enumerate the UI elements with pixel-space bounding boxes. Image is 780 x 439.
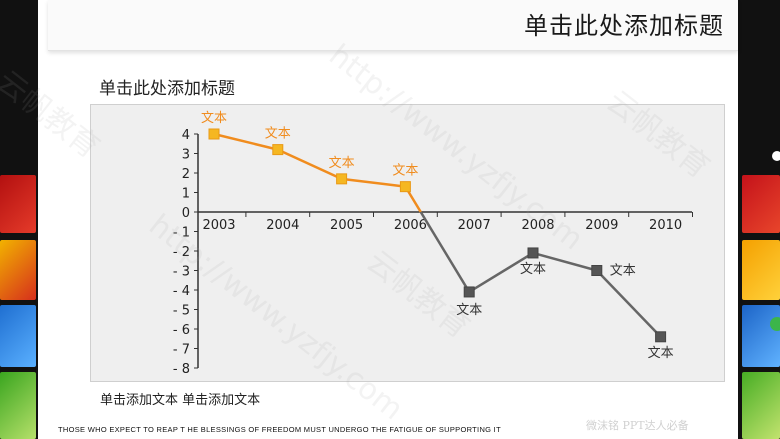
decor-tile-blue bbox=[742, 305, 780, 367]
data-point-marker bbox=[591, 265, 603, 276]
y-tick-label: - 1 bbox=[173, 226, 190, 241]
y-tick-label: - 5 bbox=[173, 304, 190, 319]
series-segment bbox=[595, 269, 662, 338]
data-point-marker bbox=[208, 128, 220, 140]
caption-text[interactable]: 单击添加文本 单击添加文本 bbox=[100, 393, 261, 408]
data-point-marker bbox=[527, 247, 539, 259]
data-point-label: 文本 bbox=[648, 346, 674, 361]
data-point-label: 文本 bbox=[265, 127, 291, 142]
data-point-marker bbox=[655, 331, 667, 343]
chart-heading[interactable]: 单击此处添加标题 bbox=[99, 79, 235, 99]
data-point-marker bbox=[336, 173, 348, 185]
x-tick-label: 2004 bbox=[266, 218, 299, 233]
data-point-label: 文本 bbox=[392, 164, 418, 179]
y-tick-label: - 2 bbox=[173, 245, 190, 260]
decor-tile-green bbox=[0, 372, 36, 439]
right-decoration-strip bbox=[738, 0, 780, 439]
y-tick-label: 1 bbox=[182, 187, 190, 202]
decor-tile-red bbox=[742, 175, 780, 233]
data-point-label: 文本 bbox=[456, 303, 482, 318]
y-tick-label: - 7 bbox=[173, 343, 190, 358]
title-bar: 单击此处添加标题 bbox=[48, 0, 738, 51]
side-green-button[interactable] bbox=[770, 317, 780, 331]
y-tick-label: - 3 bbox=[173, 265, 190, 280]
data-point-marker bbox=[272, 144, 284, 156]
footer-brand: 微沫铭 PPT达人必备 bbox=[586, 419, 689, 432]
series-segment bbox=[419, 211, 471, 293]
decor-tile-red bbox=[0, 175, 36, 233]
series-segment bbox=[213, 132, 279, 151]
x-tick-label: 2003 bbox=[202, 218, 235, 233]
y-tick-label: 4 bbox=[182, 128, 190, 143]
y-tick-label: 2 bbox=[182, 167, 190, 182]
data-point-label: 文本 bbox=[610, 264, 636, 279]
x-tick-label: 2008 bbox=[521, 218, 554, 233]
x-tick-label: 2005 bbox=[330, 218, 363, 233]
y-tick-label: 3 bbox=[182, 148, 190, 163]
data-point-marker bbox=[399, 181, 411, 193]
x-tick-label: 2010 bbox=[649, 218, 682, 233]
side-indicator-dot[interactable] bbox=[772, 151, 780, 161]
footer-quote: THOSE WHO EXPECT TO REAP T HE BLESSINGS … bbox=[58, 425, 501, 434]
slide-title[interactable]: 单击此处添加标题 bbox=[524, 12, 724, 40]
data-point-label: 文本 bbox=[520, 262, 546, 277]
x-tick-label: 2009 bbox=[585, 218, 618, 233]
data-point-label: 文本 bbox=[201, 111, 227, 126]
y-tick-label: - 4 bbox=[173, 284, 190, 299]
left-decoration-strip bbox=[0, 0, 38, 439]
slide: 单击此处添加标题 单击此处添加标题 4 3 2 1 0 - 1 - 2 - 3 - 4 - 5 - … bbox=[38, 0, 738, 439]
x-tick-label: 2006 bbox=[394, 218, 427, 233]
y-tick-label: 0 bbox=[182, 206, 190, 221]
decor-tile-green bbox=[742, 372, 780, 439]
x-tick-label: 2007 bbox=[458, 218, 491, 233]
chart-area[interactable]: 4 3 2 1 0 - 1 - 2 - 3 - 4 - 5 - 6 - 7 - 8 2003 2004 200… bbox=[90, 104, 725, 382]
line-chart: 4 3 2 1 0 - 1 - 2 - 3 - 4 - 5 - 6 - 7 - 8 2003 2004 200… bbox=[173, 111, 693, 377]
data-point-marker bbox=[463, 286, 475, 298]
y-tick-label: - 8 bbox=[173, 362, 190, 377]
series-segment bbox=[341, 177, 406, 188]
series-segment bbox=[468, 251, 534, 294]
decor-tile-yellow bbox=[742, 240, 780, 300]
data-point-label: 文本 bbox=[329, 156, 355, 171]
y-tick-label: - 6 bbox=[173, 323, 190, 338]
decor-tile-yellow bbox=[0, 240, 36, 300]
series-segment bbox=[532, 251, 598, 272]
decor-tile-blue bbox=[0, 305, 36, 367]
series-segment bbox=[277, 148, 343, 180]
